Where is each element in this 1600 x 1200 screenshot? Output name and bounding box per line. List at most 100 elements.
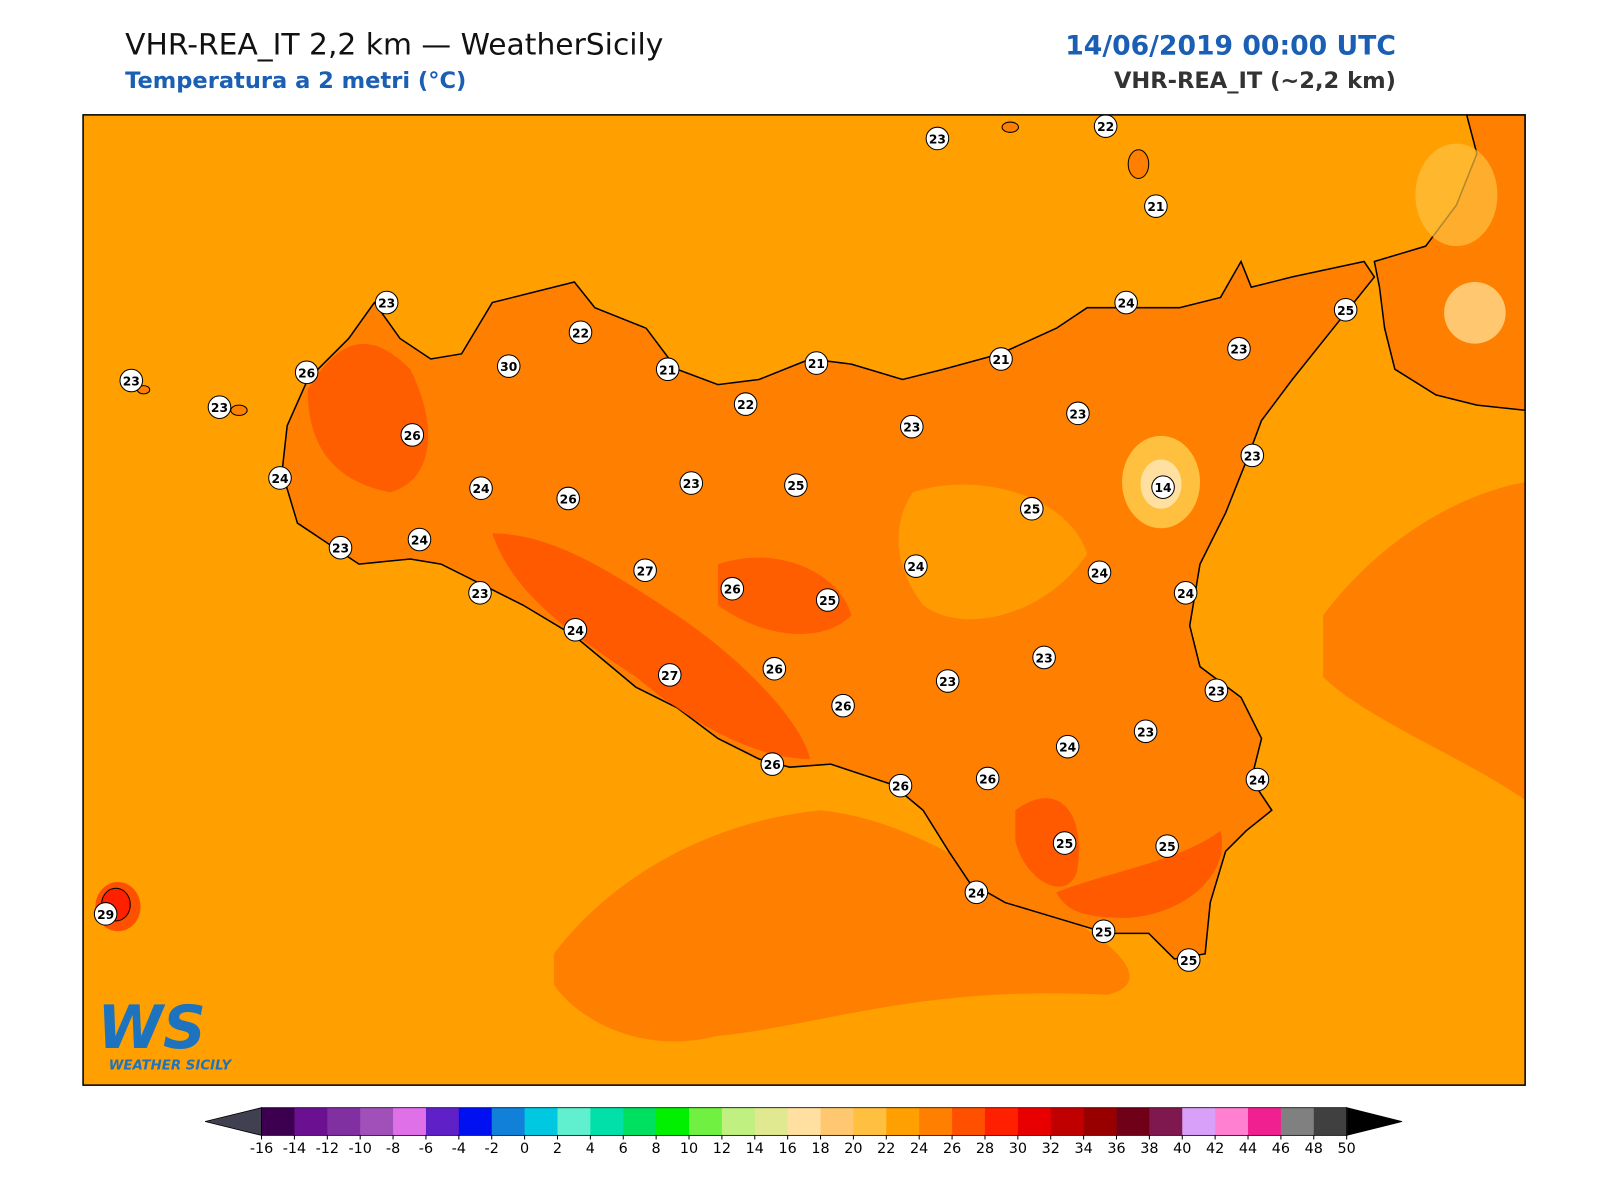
- station-marker: [468, 581, 492, 605]
- station-marker: [831, 693, 855, 718]
- station: 25: [815, 588, 840, 612]
- colorbar-swatch: [787, 1107, 822, 1136]
- station-marker: [1087, 560, 1112, 585]
- station: 26: [888, 773, 913, 798]
- colorbar-swatch: [853, 1107, 887, 1136]
- station: 26: [556, 486, 580, 511]
- hot-area: [307, 343, 429, 493]
- colorbar-tick-label: -12: [316, 1141, 339, 1157]
- colorbar-tick-label: 8: [652, 1141, 661, 1157]
- logo-mark: WS: [97, 994, 205, 1063]
- station-value: 26: [724, 583, 741, 597]
- station: 22: [568, 320, 593, 345]
- colorbar-tick-label: 50: [1338, 1141, 1356, 1157]
- colorbar-tick-label: 24: [910, 1141, 928, 1157]
- station-value: 24: [1118, 297, 1135, 311]
- station: 23: [1240, 443, 1265, 468]
- station: 24: [1245, 767, 1270, 792]
- station: 23: [119, 368, 144, 393]
- station-marker: [904, 554, 928, 578]
- station: 23: [1133, 719, 1158, 744]
- colorbar-tick-label: -2: [485, 1141, 499, 1157]
- colorbar-tick-label: 6: [619, 1141, 628, 1157]
- station-value: 23: [332, 542, 349, 556]
- station-value: 23: [211, 401, 228, 415]
- station: 21: [989, 347, 1013, 371]
- colorbar-tick-label: 0: [520, 1141, 529, 1157]
- colorbar-tick-label: -10: [348, 1141, 371, 1157]
- station-value: 25: [1180, 954, 1197, 968]
- station-value: 24: [271, 472, 288, 486]
- hot-area: [492, 533, 811, 759]
- colorbar-swatch: [1215, 1107, 1249, 1136]
- station-value: 23: [1244, 449, 1261, 463]
- hot-area: [1015, 798, 1079, 887]
- station-marker: [407, 527, 432, 552]
- colorbar-swatch: [1182, 1107, 1216, 1136]
- station-value: 25: [787, 479, 804, 493]
- station-marker: [1133, 719, 1158, 744]
- colorbar-tick-label: -14: [283, 1141, 306, 1157]
- colorbar-swatch: [491, 1107, 526, 1136]
- station-value: 23: [939, 675, 956, 689]
- colorbar-swatch: [261, 1107, 295, 1136]
- station: 26: [294, 360, 319, 385]
- colorbar-swatch: [754, 1107, 789, 1136]
- station-marker: [1066, 401, 1090, 426]
- station: 26: [720, 576, 745, 601]
- station-value: 22: [1097, 120, 1114, 134]
- station-value: 27: [661, 669, 678, 683]
- colorbar-tick-label: 20: [844, 1141, 862, 1157]
- colorbar-tick-label: 42: [1206, 1141, 1224, 1157]
- logo: WS WEATHER SICILY: [97, 994, 232, 1074]
- station-value: 25: [819, 594, 836, 608]
- station-marker: [469, 476, 493, 500]
- station-value: 27: [637, 564, 654, 578]
- station: 29: [93, 902, 118, 926]
- station-marker: [733, 392, 758, 416]
- station-marker: [804, 351, 829, 375]
- colorbar-tick-label: 16: [779, 1141, 797, 1157]
- colorbar-tick-label: -4: [452, 1141, 466, 1157]
- station-marker: [964, 880, 989, 905]
- colorbar-swatch: [1083, 1107, 1118, 1136]
- station-marker: [1333, 297, 1358, 322]
- station: 25: [1176, 948, 1201, 972]
- station: 23: [468, 581, 492, 605]
- station: 23: [1227, 336, 1251, 361]
- cool-area: [1415, 143, 1498, 247]
- station: 27: [657, 663, 682, 687]
- colorbar-swatch: [952, 1107, 986, 1136]
- map: 23 22 21 23 22 30 21 21 21 24 25 23 23 26 23 22 23 23 26 23…: [83, 114, 1526, 1086]
- colorbar-tick-label: 22: [877, 1141, 895, 1157]
- colorbar-tick-label: 46: [1272, 1141, 1290, 1157]
- station: 23: [374, 290, 399, 315]
- colorbar-swatch: [1280, 1107, 1315, 1136]
- station-value: 24: [1091, 566, 1108, 580]
- station-marker: [760, 752, 785, 776]
- station: 23: [679, 471, 704, 495]
- station-marker: [374, 290, 399, 315]
- colorbar-tick-label: 34: [1074, 1141, 1092, 1157]
- station-marker: [899, 414, 924, 439]
- colorbar-swatch: [425, 1107, 460, 1136]
- colorbar: -16 -14 -12 -10 -8 -6 -4 -2 0 2 4 6 8 10 12 14 16 18 20 22 2…: [205, 1107, 1403, 1157]
- station-marker: [1240, 443, 1265, 468]
- colorbar-swatch: [1313, 1107, 1348, 1136]
- colorbar-swatch: [984, 1107, 1019, 1136]
- hot-area: [717, 557, 852, 634]
- station-value: 25: [1056, 837, 1073, 851]
- station-value: 26: [766, 663, 783, 677]
- colorbar-over: [1346, 1107, 1403, 1136]
- colorbar-swatch: [1017, 1107, 1052, 1136]
- colorbar-under: [205, 1107, 262, 1136]
- station-marker: [1093, 114, 1118, 138]
- colorbar-tick-label: 40: [1173, 1141, 1191, 1157]
- station-marker: [815, 588, 840, 612]
- station-value: 21: [1147, 200, 1164, 214]
- station-value: 25: [1159, 840, 1176, 854]
- station-value: 23: [683, 477, 700, 491]
- colorbar-swatch: [820, 1107, 854, 1136]
- station-value: 24: [907, 560, 924, 574]
